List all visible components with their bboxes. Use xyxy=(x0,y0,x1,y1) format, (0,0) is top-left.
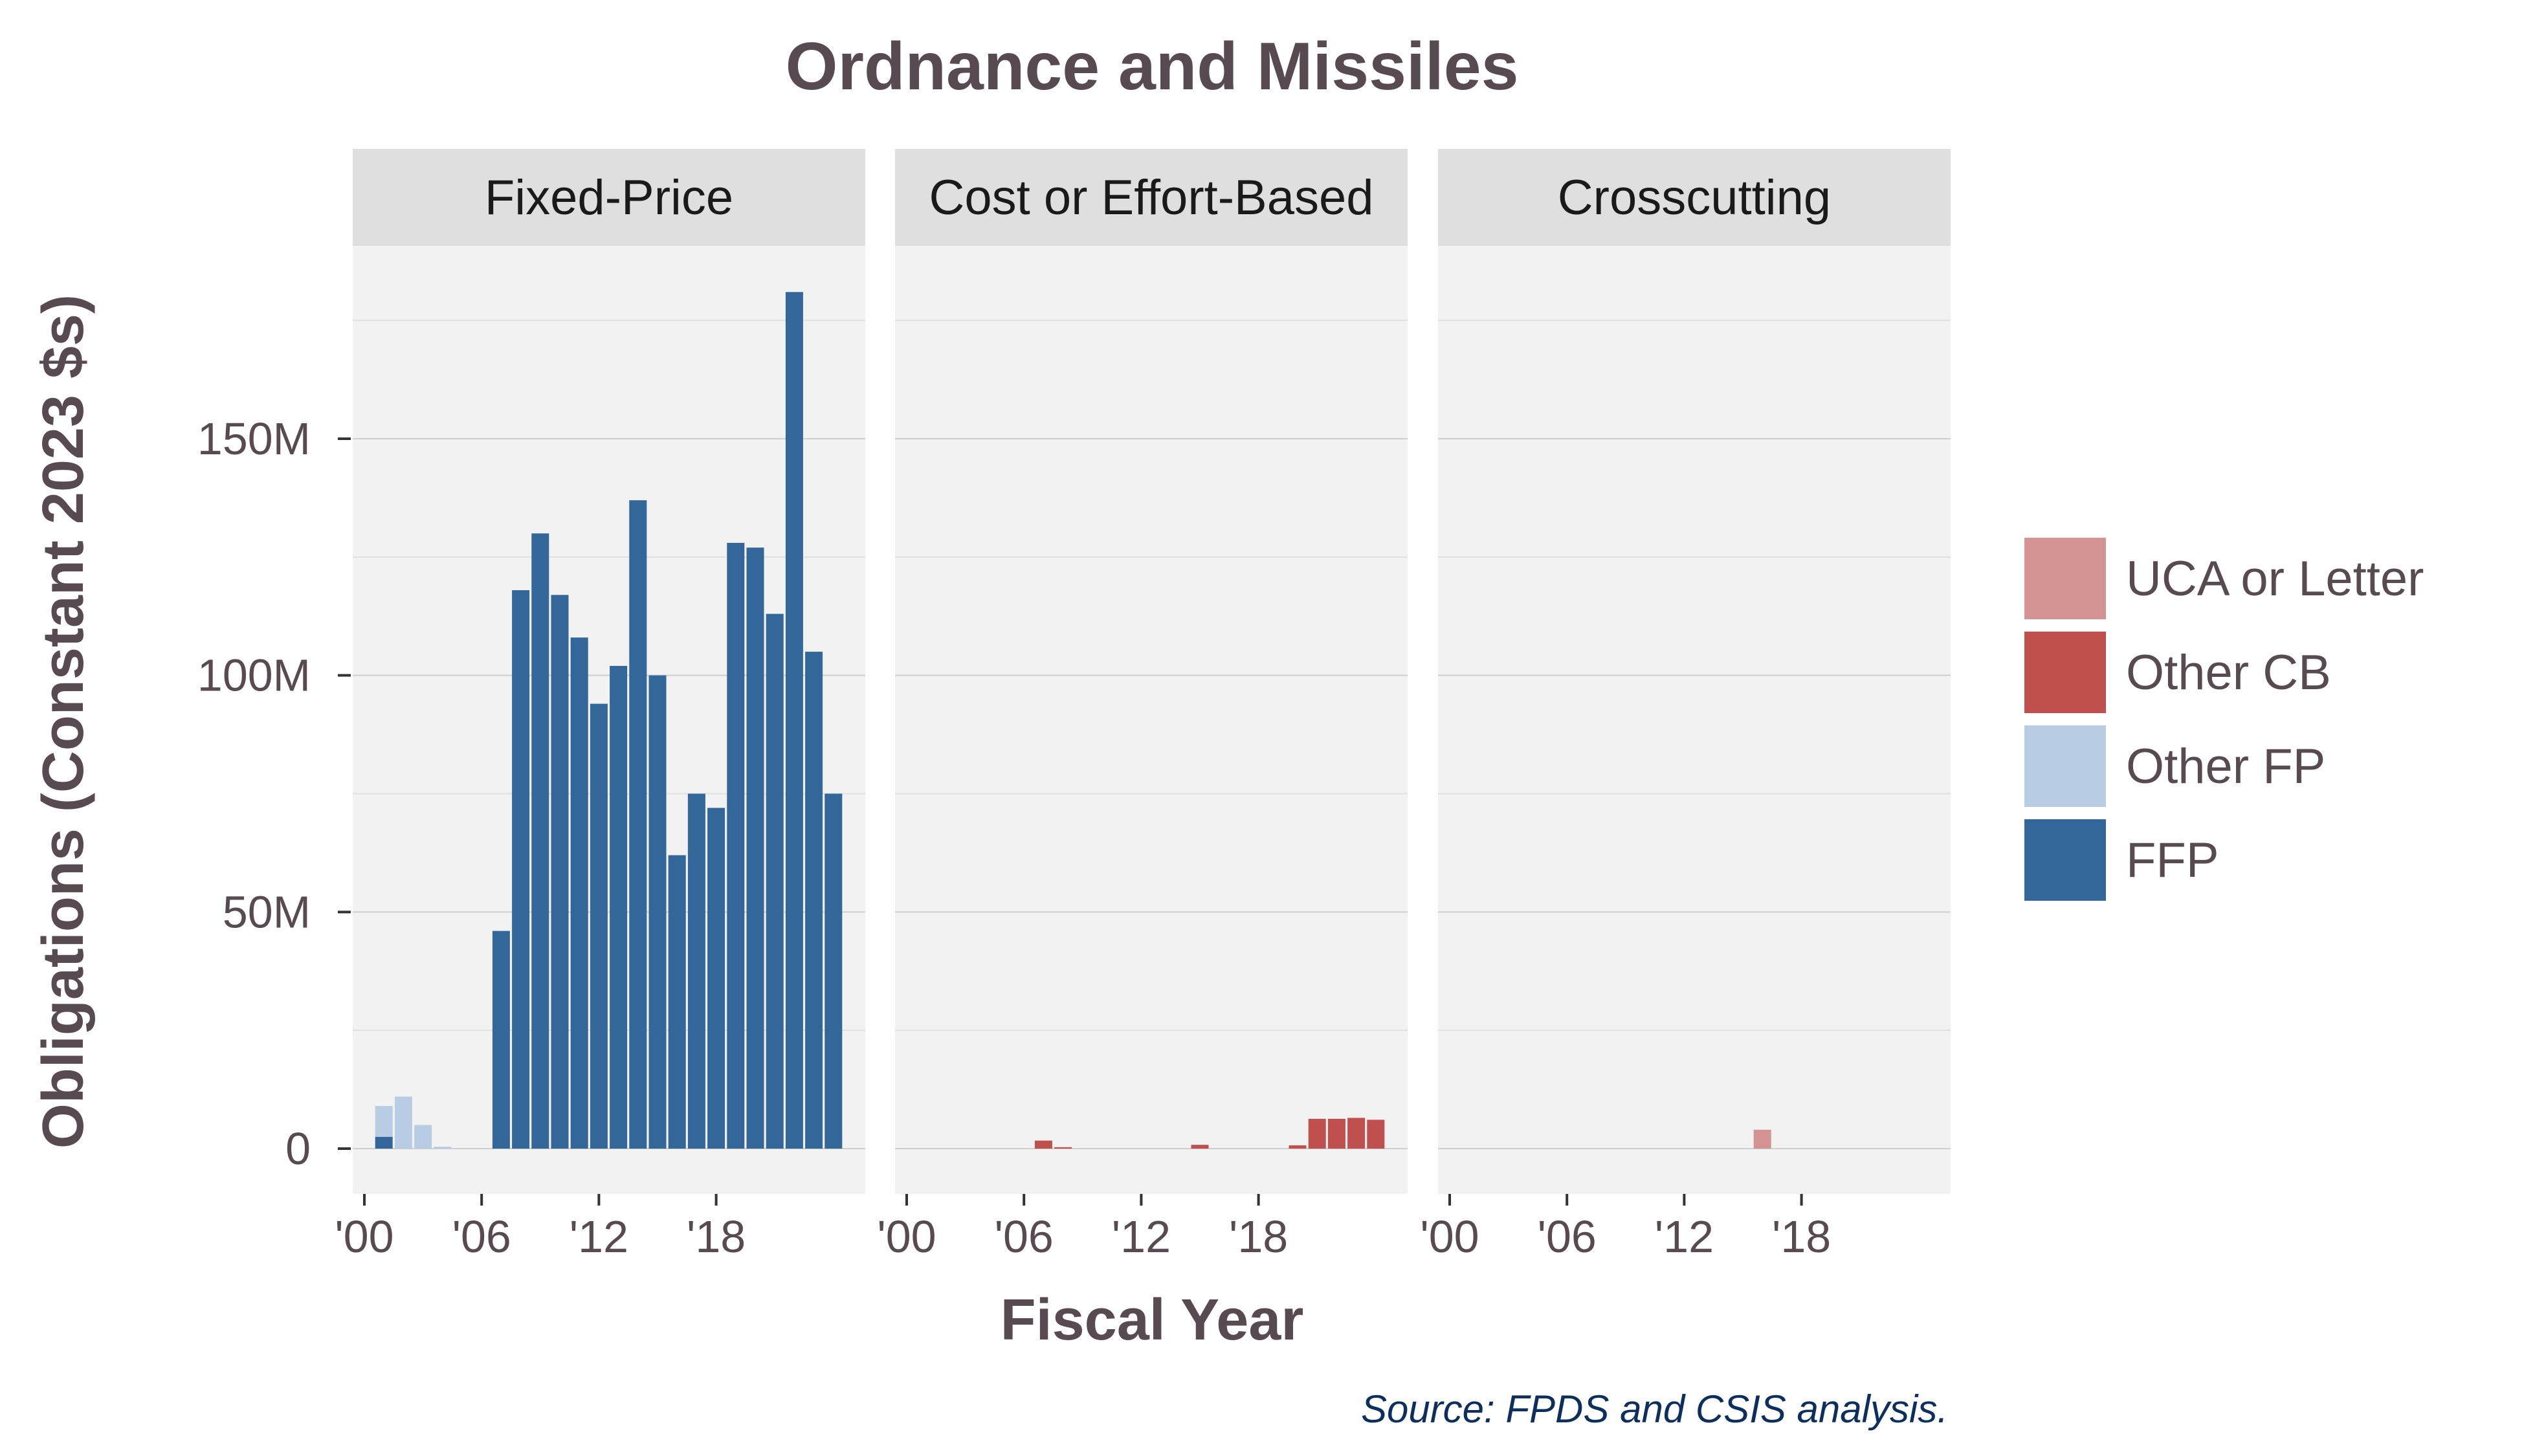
legend: UCA or Letter Other CB Other FP FFP xyxy=(2020,534,2424,905)
bar-ffp-2018 xyxy=(707,808,725,1149)
bar-ffp-2008 xyxy=(512,590,530,1149)
bar-ffp-2010 xyxy=(551,595,569,1149)
panel-cost-or-effort-based: Cost or Effort-Based '00 '06 '12 '18 xyxy=(877,149,1408,1262)
chart-title: Ordnance and Missiles xyxy=(786,29,1519,104)
legend-item-other-fp: Other FP xyxy=(2020,722,2325,811)
legend-label: Other FP xyxy=(2126,739,2325,794)
x-tick-label: '06 xyxy=(452,1211,511,1262)
panel-background xyxy=(1438,246,1951,1194)
x-tick-label: '00 xyxy=(1420,1211,1479,1262)
legend-item-ffp: FFP xyxy=(2020,815,2219,905)
bar-ffp-2016 xyxy=(668,855,686,1149)
bar-ffp-2024 xyxy=(825,793,843,1149)
strip-background xyxy=(353,149,865,246)
x-tick-label: '18 xyxy=(1229,1211,1288,1262)
source-note: Source: FPDS and CSIS analysis. xyxy=(1361,1387,1948,1431)
bar-ffp-2011 xyxy=(570,637,588,1149)
bar-other-cb-2020 xyxy=(1289,1145,1307,1149)
x-axis-title: Fiscal Year xyxy=(1001,1288,1304,1352)
bar-ffp-2017 xyxy=(687,793,705,1149)
bar-other-cb-2007 xyxy=(1034,1140,1052,1149)
bar-ffp-2021 xyxy=(766,613,784,1149)
legend-swatch xyxy=(2020,534,2110,623)
bar-other-fp-2002 xyxy=(394,1096,412,1149)
bar-ffp-2009 xyxy=(531,533,549,1149)
bar-ffp-2013 xyxy=(610,666,628,1149)
x-tick-label: '00 xyxy=(877,1211,936,1262)
legend-item-uca-or-letter: UCA or Letter xyxy=(2020,534,2424,623)
strip-label-crosscutting: Crosscutting xyxy=(1558,170,1831,225)
legend-item-other-cb: Other CB xyxy=(2020,628,2331,717)
x-tick-label: '06 xyxy=(1538,1211,1597,1262)
panel-background xyxy=(895,246,1408,1194)
y-tick-label: 150M xyxy=(197,414,311,464)
bar-ffp-2007 xyxy=(492,931,510,1149)
x-tick-label: '18 xyxy=(1772,1211,1831,1262)
panel-crosscutting: Crosscutting '00 '06 '12 '18 xyxy=(1420,149,1951,1262)
x-tick-label: '12 xyxy=(570,1211,628,1262)
legend-swatch xyxy=(2020,628,2110,717)
bar-other-cb-2022 xyxy=(1327,1118,1345,1149)
bar-ffp-2015 xyxy=(648,675,667,1149)
bar-ffp-2012 xyxy=(590,703,608,1149)
bar-ffp-2019 xyxy=(727,542,745,1149)
bar-other-cb-2008 xyxy=(1054,1147,1072,1149)
strip-background xyxy=(895,149,1408,246)
panel-fixed-price: Fixed-Price '00 '06 '12 '18 xyxy=(335,149,865,1262)
x-tick-label: '06 xyxy=(995,1211,1054,1262)
y-axis-title: Obligations (Constant 2023 $s) xyxy=(31,294,96,1149)
y-tick-label: 0 xyxy=(285,1123,311,1174)
bar-uca-or-letter-2016 xyxy=(1753,1129,1771,1149)
bar-ffp-2014 xyxy=(629,500,647,1149)
bar-other-cb-2024 xyxy=(1367,1120,1385,1149)
legend-label: Other CB xyxy=(2126,645,2331,700)
bar-other-fp-2003 xyxy=(414,1125,432,1149)
legend-swatch xyxy=(2020,722,2110,811)
bar-ffp-2020 xyxy=(746,547,764,1149)
x-tick-label: '18 xyxy=(687,1211,746,1262)
bar-other-fp-2004 xyxy=(434,1147,452,1149)
legend-swatch xyxy=(2020,815,2110,905)
bar-ffp-2022 xyxy=(785,292,803,1149)
bar-other-cb-2015 xyxy=(1191,1145,1209,1149)
bar-ffp-2001 xyxy=(375,1136,393,1149)
strip-label-cost-or-effort-based: Cost or Effort-Based xyxy=(929,170,1373,225)
bar-other-cb-2021 xyxy=(1308,1118,1326,1149)
x-tick-label: '00 xyxy=(335,1211,393,1262)
y-tick-label: 50M xyxy=(223,887,311,937)
strip-label-fixed-price: Fixed-Price xyxy=(485,170,733,225)
y-tick-label: 100M xyxy=(197,650,311,701)
bar-other-fp-2001 xyxy=(375,1106,393,1137)
legend-label: FFP xyxy=(2126,833,2219,888)
y-axis: 0 50M 100M 150M xyxy=(197,414,351,1174)
x-tick-label: '12 xyxy=(1112,1211,1171,1262)
bar-other-cb-2023 xyxy=(1347,1118,1366,1149)
x-tick-label: '12 xyxy=(1655,1211,1714,1262)
strip-background xyxy=(1438,149,1951,246)
bar-ffp-2023 xyxy=(805,652,823,1149)
legend-label: UCA or Letter xyxy=(2126,551,2424,606)
